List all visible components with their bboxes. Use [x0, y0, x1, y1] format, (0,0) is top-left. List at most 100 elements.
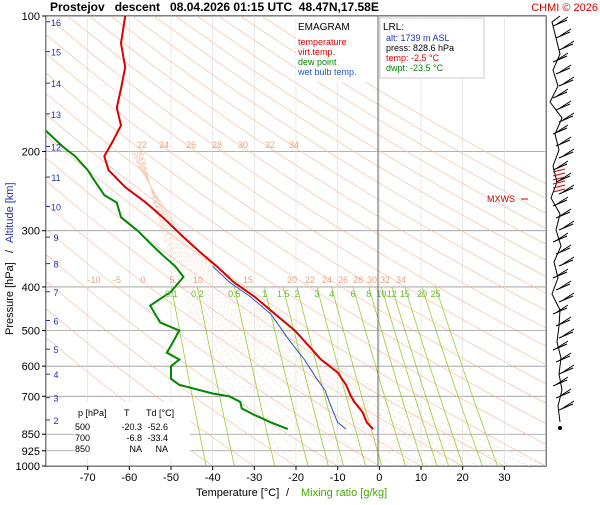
- table-cell: 500: [75, 422, 90, 432]
- wind-barb: [556, 248, 570, 254]
- wind-barb: [559, 188, 573, 194]
- x-tick-label: -50: [163, 472, 179, 484]
- wind-barb: [553, 200, 567, 206]
- mixing-ratio-label: 1: [262, 289, 267, 299]
- x-axis-mix-label: Mixing ratio [g/kg]: [301, 487, 387, 499]
- x-tick-label: -20: [288, 472, 304, 484]
- adiabat-label: -5: [113, 275, 121, 285]
- wind-barb: [556, 392, 570, 398]
- lrl-press: press: 828.6 hPa: [386, 43, 454, 53]
- mixing-ratio-label: 0.1: [165, 289, 178, 299]
- table-cell: -6.8: [126, 433, 142, 443]
- adiabat-label: 22: [137, 140, 147, 150]
- wind-barb: [559, 368, 573, 374]
- lrl-temp: temp: -2.5 °C: [386, 53, 440, 63]
- x-tick-label: -70: [80, 472, 96, 484]
- adiabat-label: 0: [140, 275, 145, 285]
- altitude-tick-label: 10: [51, 202, 61, 212]
- y-axis-label: Pressure [hPa]: [4, 262, 16, 335]
- y-tick-label: 850: [22, 429, 40, 441]
- mixing-ratio-label: 1.5: [277, 289, 290, 299]
- x-tick-label: -10: [330, 472, 346, 484]
- adiabat-label: 26: [186, 140, 196, 150]
- wind-barb: [556, 356, 570, 362]
- table-header-td: Td [°C]: [146, 408, 174, 418]
- y-axis-alt-label: Altitude [km]: [4, 182, 16, 243]
- altitude-tick-label: 11: [51, 173, 60, 183]
- x-tick-label: -40: [205, 472, 221, 484]
- legend-wet-bulb: wet bulb temp.: [297, 67, 357, 77]
- altitude-tick-label: 8: [53, 260, 58, 270]
- altitude-tick-label: 14: [51, 79, 61, 89]
- wind-barb: [559, 404, 573, 410]
- wind-barb: [559, 296, 573, 302]
- copyright: CHMI © 2026: [531, 2, 598, 14]
- wind-barb: [553, 56, 567, 62]
- table-cell: 850: [75, 444, 90, 454]
- altitude-tick-label: 15: [51, 48, 61, 58]
- mixing-ratio-label: 2: [294, 289, 299, 299]
- x-tick-label: -60: [121, 472, 137, 484]
- wind-barb: [559, 44, 573, 50]
- y-tick-label: 600: [22, 361, 40, 373]
- altitude-tick-label: 5: [53, 345, 58, 355]
- mixing-ratio-label: 0.5: [228, 289, 241, 299]
- altitude-tick-label: 6: [53, 317, 58, 327]
- table-cell: NA: [155, 444, 168, 454]
- table-header-t: T: [124, 408, 130, 418]
- lrl-title: LRL:: [383, 22, 404, 33]
- mixing-ratio-label: 0.2: [191, 289, 204, 299]
- adiabat-label: 28: [353, 275, 363, 285]
- wind-barb: [556, 68, 570, 74]
- wind-barb: [553, 272, 567, 278]
- wind-barb: [556, 140, 570, 146]
- adiabat-label: 34: [396, 275, 406, 285]
- wind-barb: [559, 260, 573, 266]
- mixing-ratio-label: 8: [366, 289, 371, 299]
- adiabat-label: 32: [265, 140, 275, 150]
- adiabat-label: 15: [243, 275, 253, 285]
- adiabat-label: 28: [212, 140, 222, 150]
- altitude-tick-label: 12: [51, 143, 61, 153]
- mixing-ratio-label: 20: [417, 289, 427, 299]
- y-tick-label: 100: [22, 11, 40, 23]
- x-tick-label: 30: [498, 472, 510, 484]
- adiabat-label: 30: [238, 140, 248, 150]
- wind-barb-max: [553, 181, 565, 184]
- table-header-p: p [hPa]: [78, 408, 107, 418]
- mixing-ratio-label: 25: [431, 289, 441, 299]
- y-tick-label: 925: [22, 446, 40, 458]
- wind-barb: [553, 236, 567, 242]
- wind-barb: [553, 20, 567, 26]
- table-cell: NA: [129, 444, 142, 454]
- lrl-dwpt: dwpt: -23.5 °C: [386, 63, 444, 73]
- mixing-ratio-label: 6: [351, 289, 356, 299]
- x-tick-label: 10: [415, 472, 427, 484]
- adiabat-label: 10: [193, 275, 203, 285]
- adiabat-label: -10: [87, 275, 100, 285]
- y-tick-label: 200: [22, 146, 40, 158]
- adiabat-label: 22: [305, 275, 315, 285]
- adiabat-label: 32: [380, 275, 390, 285]
- wind-barb: [553, 344, 567, 350]
- legend-title: EMAGRAM: [298, 22, 350, 33]
- table-cell: -33.4: [147, 433, 168, 443]
- adiabat-label: 30: [367, 275, 377, 285]
- y-tick-label: 400: [22, 282, 40, 294]
- adiabat-label: 24: [159, 140, 169, 150]
- adiabat-label: 24: [322, 275, 332, 285]
- mixing-ratio-label: 12: [387, 289, 397, 299]
- wind-barb: [556, 212, 570, 218]
- table-cell: 700: [75, 433, 90, 443]
- wind-barb: [559, 332, 573, 338]
- altitude-tick-label: 2: [53, 416, 58, 426]
- altitude-tick-label: 13: [51, 110, 61, 120]
- adiabat-label: 5: [169, 275, 174, 285]
- table-cell: -20.3: [121, 422, 142, 432]
- x-axis-label: Temperature [°C]: [196, 487, 279, 499]
- y-tick-label: 1000: [16, 461, 40, 473]
- wind-barb: [559, 224, 573, 230]
- wind-profile-line: [550, 16, 562, 422]
